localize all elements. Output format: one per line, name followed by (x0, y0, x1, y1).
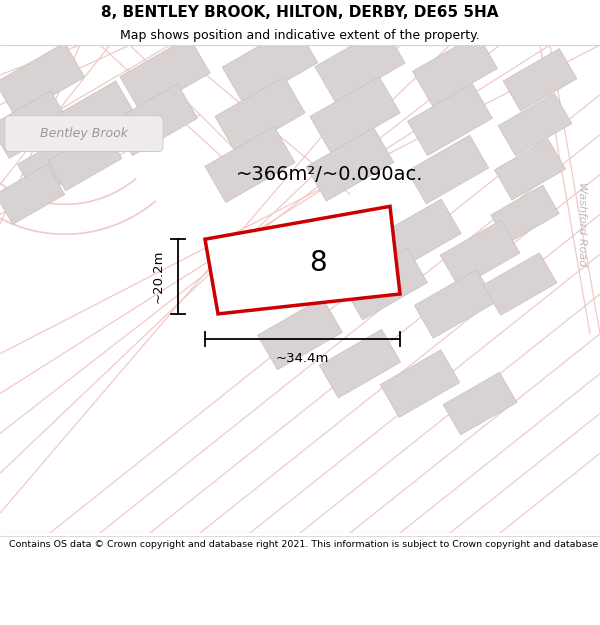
Polygon shape (494, 139, 566, 200)
Polygon shape (113, 84, 197, 156)
Polygon shape (306, 128, 394, 201)
Text: 8: 8 (310, 249, 327, 278)
Polygon shape (17, 132, 92, 197)
Polygon shape (413, 34, 497, 106)
Polygon shape (407, 84, 493, 156)
Polygon shape (310, 77, 400, 152)
Polygon shape (379, 199, 461, 269)
Text: Contains OS data © Crown copyright and database right 2021. This information is : Contains OS data © Crown copyright and d… (9, 541, 600, 549)
Polygon shape (415, 269, 496, 338)
Polygon shape (48, 128, 122, 191)
Polygon shape (319, 329, 401, 398)
Text: Map shows position and indicative extent of the property.: Map shows position and indicative extent… (120, 29, 480, 42)
Polygon shape (407, 135, 488, 204)
Polygon shape (222, 25, 318, 105)
Polygon shape (215, 77, 305, 152)
Text: Washford Road: Washford Road (577, 182, 587, 266)
Polygon shape (380, 350, 460, 418)
Polygon shape (443, 372, 517, 435)
Text: ~34.4m: ~34.4m (276, 352, 329, 365)
Polygon shape (0, 164, 65, 224)
FancyBboxPatch shape (5, 116, 163, 152)
Polygon shape (343, 248, 427, 320)
Polygon shape (55, 81, 135, 149)
Polygon shape (0, 42, 85, 117)
Text: ~366m²/~0.090ac.: ~366m²/~0.090ac. (236, 165, 424, 184)
Polygon shape (483, 253, 557, 315)
Polygon shape (440, 221, 520, 288)
Polygon shape (0, 91, 70, 159)
Text: Bentley Brook: Bentley Brook (40, 127, 128, 140)
Text: ~20.2m: ~20.2m (151, 250, 164, 303)
Polygon shape (503, 49, 577, 111)
Polygon shape (205, 126, 295, 202)
Polygon shape (491, 185, 559, 244)
Polygon shape (257, 298, 343, 370)
Polygon shape (205, 206, 400, 314)
Polygon shape (120, 37, 210, 113)
Polygon shape (498, 93, 572, 156)
Text: 8, BENTLEY BROOK, HILTON, DERBY, DE65 5HA: 8, BENTLEY BROOK, HILTON, DERBY, DE65 5H… (101, 5, 499, 20)
Polygon shape (315, 27, 405, 103)
